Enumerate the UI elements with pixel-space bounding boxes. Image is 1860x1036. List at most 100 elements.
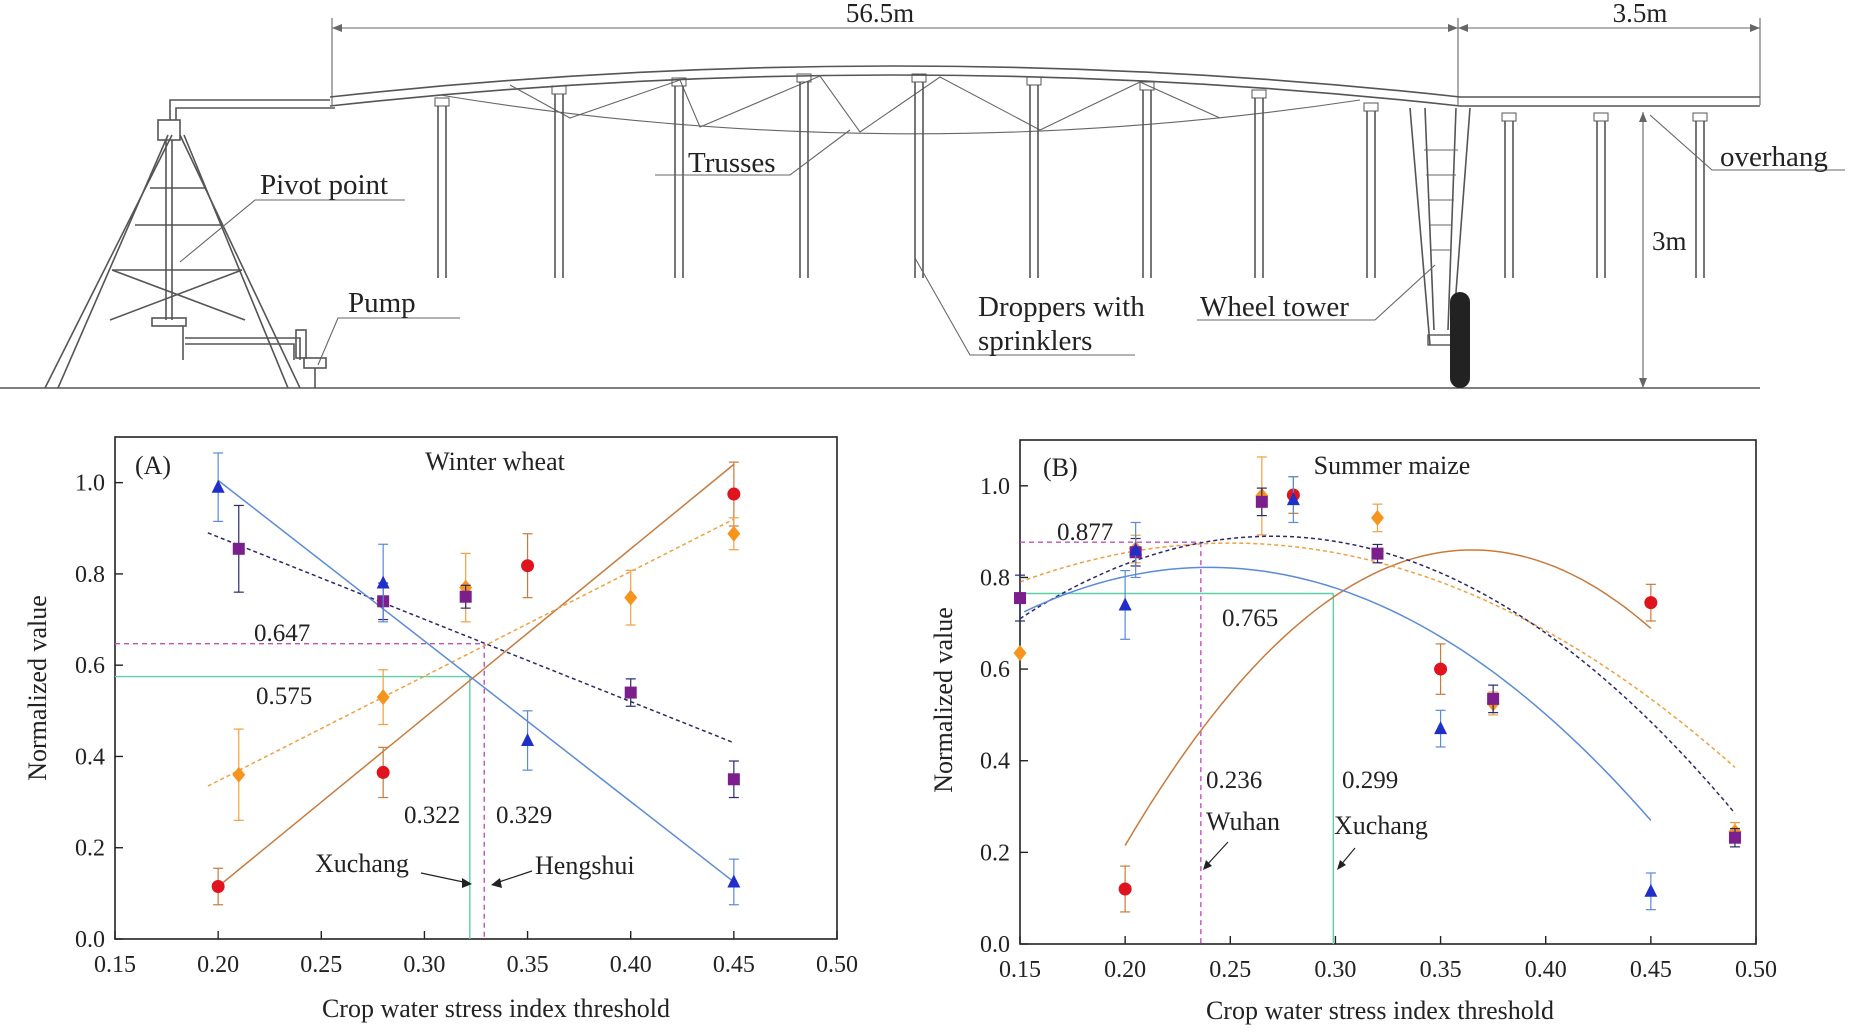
point-triangle xyxy=(1286,492,1300,506)
trend-curve-purple xyxy=(1019,535,1736,814)
trend-line-purple xyxy=(207,532,735,744)
chart-title: Winter wheat xyxy=(425,447,566,476)
trend-line-orange xyxy=(207,518,735,787)
center-pivot-diagram: 56.5m 3.5m 3m xyxy=(0,0,1845,389)
site-label-hengshui: Hengshui xyxy=(535,851,635,880)
panel-label: (B) xyxy=(1043,453,1078,482)
point-square xyxy=(727,773,740,786)
threshold-guides xyxy=(1020,541,1335,944)
truss-span xyxy=(329,65,1760,135)
point-square xyxy=(624,686,637,699)
point-circle xyxy=(1644,596,1658,610)
panel-label: (A) xyxy=(135,451,171,480)
trend-curve-blue xyxy=(1023,566,1652,821)
point-square xyxy=(459,590,472,603)
point-triangle xyxy=(211,479,225,493)
plot-frame xyxy=(1019,439,1757,945)
annotation-0322: 0.322 xyxy=(404,802,460,829)
droppers-label-line1: Droppers with xyxy=(978,291,1145,323)
x-tick-label: 0.25 xyxy=(300,952,342,978)
site-label-xuchang: Xuchang xyxy=(315,849,409,878)
x-tick-label: 0.35 xyxy=(507,952,549,978)
point-triangle xyxy=(727,874,741,888)
x-tick-label: 0.30 xyxy=(1314,957,1356,983)
point-square xyxy=(1487,692,1500,705)
trend-curve-red xyxy=(1124,549,1652,846)
y-tick-label: 0.8 xyxy=(75,562,105,588)
point-triangle xyxy=(376,575,390,589)
x-tick-label: 0.45 xyxy=(1630,957,1672,983)
point-circle xyxy=(211,880,225,894)
y-tick-label: 0.2 xyxy=(980,840,1010,866)
x-tick-label: 0.15 xyxy=(999,957,1041,983)
annotation-0236: 0.236 xyxy=(1206,767,1262,794)
point-triangle xyxy=(1434,721,1448,735)
x-tick-label: 0.40 xyxy=(1525,957,1567,983)
point-triangle xyxy=(1644,883,1658,897)
point-square xyxy=(1014,592,1026,605)
site-label-xuchang: Xuchang xyxy=(1334,811,1428,840)
x-tick-label: 0.35 xyxy=(1420,957,1462,983)
y-tick-label: 0.4 xyxy=(75,744,105,770)
pump-label: Pump xyxy=(348,287,416,319)
annotation-0877: 0.877 xyxy=(1057,519,1113,546)
point-triangle xyxy=(1118,597,1132,611)
y-tick-label: 0.0 xyxy=(75,927,105,953)
axis-ticks: 0.15 0.20 0.25 0.30 0.35 0.40 0.45 0.50 0.0 0.2 0.… xyxy=(75,471,858,978)
point-circle xyxy=(521,559,535,573)
y-tick-label: 0.4 xyxy=(980,749,1010,775)
x-axis-label: Crop water stress index threshold xyxy=(322,994,670,1023)
y-tick-label: 0.8 xyxy=(980,565,1010,591)
chart-winter-wheat: 0.15 0.20 0.25 0.30 0.35 0.40 0.45 0.50 0.0 0.2 0.… xyxy=(23,436,858,1023)
trend-lines xyxy=(1019,535,1736,846)
point-triangle xyxy=(1129,542,1143,556)
pump xyxy=(182,326,327,388)
chart-title: Summer maize xyxy=(1314,451,1471,480)
overhang-label: overhang xyxy=(1720,141,1828,173)
x-tick-label: 0.20 xyxy=(197,952,239,978)
pivot-tower xyxy=(44,99,335,389)
wheel-tower-label: Wheel tower xyxy=(1200,291,1349,323)
x-tick-label: 0.20 xyxy=(1104,957,1146,983)
point-diamond xyxy=(1370,509,1384,526)
height-label: 3m xyxy=(1652,226,1687,256)
annotation-0299: 0.299 xyxy=(1342,767,1398,794)
trend-line-blue xyxy=(217,479,735,883)
point-circle xyxy=(1434,662,1448,676)
data-points xyxy=(1013,456,1742,913)
y-tick-label: 0.2 xyxy=(75,836,105,862)
tower-wheel xyxy=(1450,292,1470,388)
x-tick-label: 0.50 xyxy=(1735,957,1777,983)
point-circle xyxy=(376,765,390,779)
point-diamond xyxy=(376,689,390,706)
data-points xyxy=(211,452,741,906)
y-axis-label: Normalized value xyxy=(23,595,52,781)
point-square xyxy=(1728,831,1741,844)
annotation-0575: 0.575 xyxy=(256,683,312,710)
span-overhang-label: 3.5m xyxy=(1613,0,1668,28)
droppers-label-line2: sprinklers xyxy=(978,325,1092,357)
x-tick-label: 0.25 xyxy=(1209,957,1251,983)
y-tick-label: 1.0 xyxy=(75,471,105,497)
pivot-point-label: Pivot point xyxy=(260,169,388,201)
point-triangle xyxy=(521,732,535,746)
point-diamond xyxy=(727,525,741,542)
annotation-0765: 0.765 xyxy=(1222,605,1278,632)
x-tick-label: 0.15 xyxy=(94,952,136,978)
plot-frame xyxy=(114,436,838,940)
point-circle xyxy=(727,487,741,501)
point-diamond xyxy=(624,589,638,606)
y-tick-label: 0.0 xyxy=(980,932,1010,958)
annotation-0329: 0.329 xyxy=(496,802,552,829)
chart-summer-maize: 0.15 0.20 0.25 0.30 0.35 0.40 0.45 0.50 0.0 0.2 0.… xyxy=(929,439,1777,1025)
x-tick-label: 0.45 xyxy=(713,952,755,978)
y-tick-label: 0.6 xyxy=(75,653,105,679)
x-tick-label: 0.50 xyxy=(816,952,858,978)
site-label-wuhan: Wuhan xyxy=(1206,807,1280,836)
axis-ticks: 0.15 0.20 0.25 0.30 0.35 0.40 0.45 0.50 0.0 0.2 0.… xyxy=(980,474,1777,983)
point-circle xyxy=(1118,882,1132,896)
trusses-label: Trusses xyxy=(688,147,776,179)
droppers xyxy=(434,73,1708,278)
span-main-label: 56.5m xyxy=(846,0,914,28)
